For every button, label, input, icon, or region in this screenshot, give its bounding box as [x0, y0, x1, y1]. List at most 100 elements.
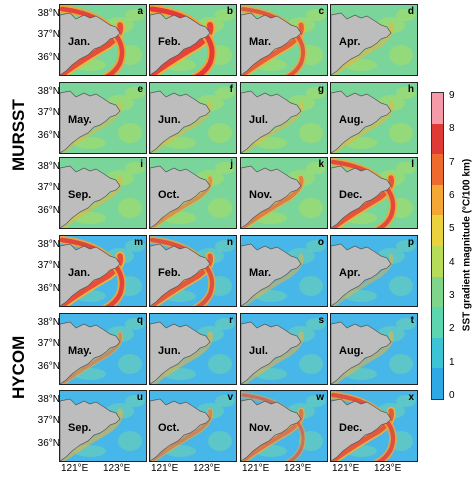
- sst-map-q: [60, 314, 146, 384]
- panel-letter: c: [318, 6, 324, 17]
- latitude-tick-label: 38°N: [37, 394, 60, 405]
- dataset-label-hycom: HYCOM: [9, 335, 28, 399]
- coastal-front-outer: [62, 101, 123, 153]
- latitude-tick-label: 38°N: [37, 86, 60, 97]
- sst-map-j: [150, 158, 236, 228]
- gradient-patch: [389, 276, 413, 296]
- land-mass: [331, 321, 392, 384]
- sst-map-h: [331, 83, 417, 153]
- coastal-front-core: [332, 408, 394, 461]
- latitude-tick-label: 37°N: [37, 338, 60, 349]
- map-panel-o: Mar. o: [240, 235, 328, 307]
- gradient-patch: [299, 276, 323, 296]
- land-mass: [150, 398, 211, 461]
- colorbar-tick-label: 1: [449, 356, 455, 368]
- panel-letter: o: [317, 237, 324, 248]
- sst-map-o: [241, 236, 327, 306]
- panel-letter: m: [134, 237, 143, 248]
- land-mass: [241, 243, 302, 306]
- month-label: Aug.: [339, 114, 364, 126]
- coastal-front-outer: [332, 100, 394, 153]
- latitude-tick-label: 37°N: [37, 415, 60, 426]
- latitude-tick-label: 36°N: [37, 205, 60, 216]
- panel-letter: h: [407, 84, 414, 95]
- panel-letter: p: [407, 237, 414, 248]
- map-panel-b: Feb. b: [149, 4, 237, 76]
- month-label: Dec.: [339, 189, 363, 201]
- month-label: Oct.: [158, 189, 180, 201]
- colorbar-tick-label: 2: [449, 323, 455, 335]
- latitude-tick-label: 36°N: [37, 361, 60, 372]
- map-panel-j: Oct. j: [149, 157, 237, 229]
- latitude-tick-label: 37°N: [37, 107, 60, 118]
- coastal-front-outer: [151, 408, 214, 461]
- sst-map-g: [241, 83, 327, 153]
- longitude-tick-label: 121°E: [242, 463, 270, 474]
- colorbar-segment: [432, 154, 443, 185]
- month-label: Sep.: [68, 189, 92, 201]
- panel-letter: t: [410, 315, 414, 326]
- colorbar-segment: [432, 276, 443, 308]
- month-label: Aug.: [339, 345, 364, 357]
- longitude-tick-label: 123°E: [374, 463, 402, 474]
- panel-letter: s: [318, 315, 324, 326]
- coastal-front-core: [62, 332, 123, 384]
- latitude-tick-label: 36°N: [37, 283, 60, 294]
- land-mass: [331, 398, 392, 461]
- offshore-front-core: [241, 7, 306, 75]
- panel-letter: x: [408, 392, 414, 403]
- latitude-tick-label: 38°N: [37, 8, 60, 19]
- sst-map-s: [241, 314, 327, 384]
- sst-map-k: [241, 158, 327, 228]
- gradient-patch: [125, 240, 145, 252]
- longitude-tick-label: 121°E: [151, 463, 179, 474]
- land-mass: [150, 12, 211, 75]
- map-panel-n: Feb. n: [149, 235, 237, 307]
- longitude-tick-label: 121°E: [332, 463, 360, 474]
- map-panel-e: May. e: [59, 82, 147, 154]
- month-label: Feb.: [158, 267, 181, 279]
- gradient-patch: [215, 240, 235, 252]
- panel-letter: j: [230, 159, 233, 170]
- gradient-patch: [215, 395, 235, 407]
- land-mass: [60, 321, 121, 384]
- sst-map-m: [60, 236, 146, 306]
- month-label: Nov.: [249, 189, 273, 201]
- month-label: Feb.: [158, 36, 181, 48]
- longitude-tick-label: 123°E: [193, 463, 221, 474]
- gradient-patch: [306, 87, 326, 99]
- panel-letter: i: [140, 159, 143, 170]
- gradient-patch: [306, 162, 326, 174]
- map-panel-c: Mar. c: [240, 4, 328, 76]
- sst-map-f: [150, 83, 236, 153]
- panel-letter: v: [227, 392, 233, 403]
- gradient-patch: [396, 9, 416, 21]
- latitude-tick-label: 38°N: [37, 239, 60, 250]
- land-mass: [60, 12, 121, 75]
- panel-letter: g: [317, 84, 324, 95]
- latitude-tick-label: 37°N: [37, 182, 60, 193]
- month-label: Apr.: [339, 267, 361, 279]
- land-mass: [331, 12, 392, 75]
- map-panel-q: May. q: [59, 313, 147, 385]
- coastal-front-outer: [61, 331, 124, 384]
- map-panel-x: Dec. x: [330, 390, 418, 462]
- panel-letter: d: [407, 6, 414, 17]
- coastal-front-outer: [242, 253, 304, 306]
- coastal-front-outer: [242, 100, 304, 153]
- map-panel-t: Aug. t: [330, 313, 418, 385]
- sst-map-e: [60, 83, 146, 153]
- sst-map-b: [150, 5, 236, 75]
- gradient-patch: [396, 318, 416, 330]
- longitude-tick-label: 123°E: [103, 463, 131, 474]
- sst-map-p: [331, 236, 417, 306]
- gradient-patch: [215, 87, 235, 99]
- colorbar-tick-label: 4: [449, 256, 455, 268]
- sst-map-c: [241, 5, 327, 75]
- gradient-patch: [299, 198, 323, 218]
- gradient-patch: [306, 395, 326, 407]
- panel-letter: b: [226, 6, 233, 17]
- coastal-front-core: [152, 409, 213, 461]
- coastal-front-core: [152, 176, 213, 228]
